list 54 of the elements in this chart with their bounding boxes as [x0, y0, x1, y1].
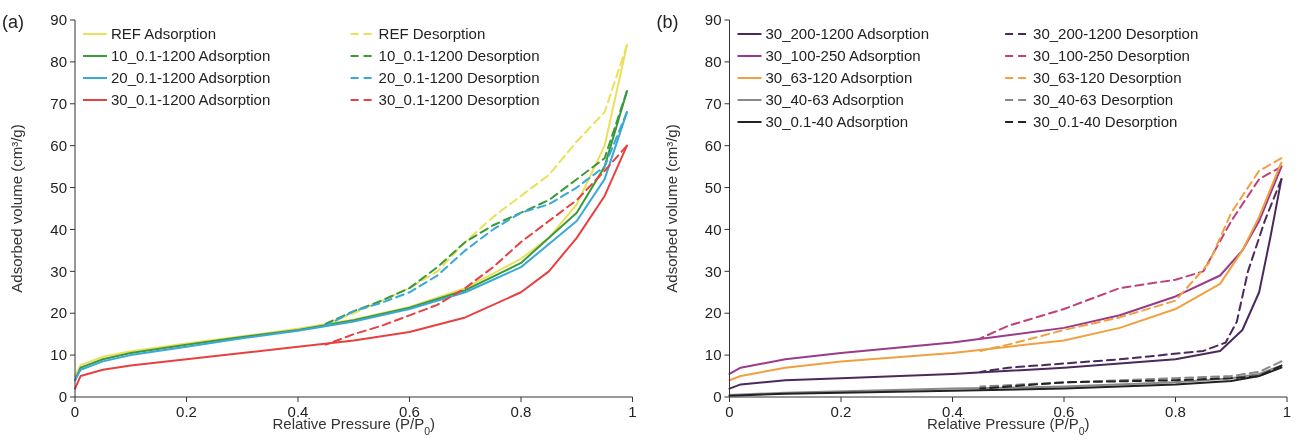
y-tick-label: 40: [704, 220, 722, 238]
legend-label: 30_0.1-40 Desorption: [1033, 113, 1178, 131]
x-tick-label: 0: [70, 403, 80, 420]
legend-label: 10_0.1-1200 Adsorption: [111, 47, 271, 65]
x-tick-label: 0.2: [830, 403, 852, 420]
y-tick-label: 90: [704, 11, 722, 29]
legend-label: 30_100-250 Desorption: [1033, 47, 1190, 65]
y-tick-label: 50: [704, 178, 722, 196]
y-tick-label: 20: [704, 304, 722, 322]
y-tick-label: 80: [50, 53, 67, 71]
legend-label: 30_63-120 Adsorption: [765, 69, 913, 87]
chart-title: (b): [656, 12, 679, 32]
y-tick-label: 80: [704, 53, 722, 71]
y-tick-label: 30: [704, 262, 722, 280]
legend-label: 30_100-250 Adsorption: [765, 47, 921, 65]
y-tick-label: 40: [50, 220, 67, 238]
x-tick-label: 1: [628, 403, 637, 420]
y-tick-label: 20: [50, 304, 67, 322]
x-tick-label: 0.2: [176, 403, 197, 420]
x-tick-label: 0: [725, 403, 734, 420]
y-tick-label: 60: [50, 136, 67, 154]
y-tick-label: 0: [58, 388, 67, 406]
legend-label: 30_200-1200 Adsorption: [765, 25, 929, 43]
legend-label: 30_63-120 Desorption: [1033, 69, 1182, 87]
y-tick-label: 70: [50, 95, 67, 113]
legend-label: 30_0.1-1200 Adsorption: [111, 91, 271, 109]
x-tick-label: 0.8: [510, 403, 532, 420]
legend-label: 20_0.1-1200 Adsorption: [111, 69, 271, 87]
y-axis-title: Adsorbed volume (cm³/g): [662, 124, 680, 293]
legend-label: 20_0.1-1200 Desorption: [378, 69, 540, 87]
legend-label: 30_40-63 Desorption: [1033, 91, 1174, 109]
y-tick-label: 70: [704, 95, 722, 113]
x-tick-label: 0.8: [1165, 403, 1186, 420]
chart-title: (a): [2, 12, 24, 32]
y-tick-label: 60: [704, 136, 722, 154]
x-tick-label: 0.4: [942, 403, 963, 420]
legend-label: REF Adsorption: [111, 25, 217, 43]
y-tick-label: 90: [50, 11, 67, 29]
y-tick-label: 10: [50, 346, 67, 364]
y-tick-label: 10: [704, 346, 722, 364]
legend-label: 30_0.1-40 Adsorption: [765, 113, 909, 131]
legend-label: 30_0.1-1200 Desorption: [378, 91, 540, 109]
legend-label: REF Desorption: [378, 25, 486, 43]
y-tick-label: 50: [50, 178, 67, 196]
y-axis-title: Adsorbed volume (cm³/g): [8, 124, 25, 293]
legend-label: 30_40-63 Adsorption: [765, 91, 904, 109]
y-tick-label: 30: [50, 262, 67, 280]
y-tick-label: 0: [713, 388, 722, 406]
x-tick-label: 1: [1282, 403, 1292, 420]
x-tick-label: 0.4: [287, 403, 309, 420]
x-tick-label: 0.6: [399, 403, 420, 420]
legend-label: 30_200-1200 Desorption: [1033, 25, 1199, 43]
legend-label: 10_0.1-1200 Desorption: [378, 47, 540, 65]
x-tick-label: 0.6: [1053, 403, 1075, 420]
